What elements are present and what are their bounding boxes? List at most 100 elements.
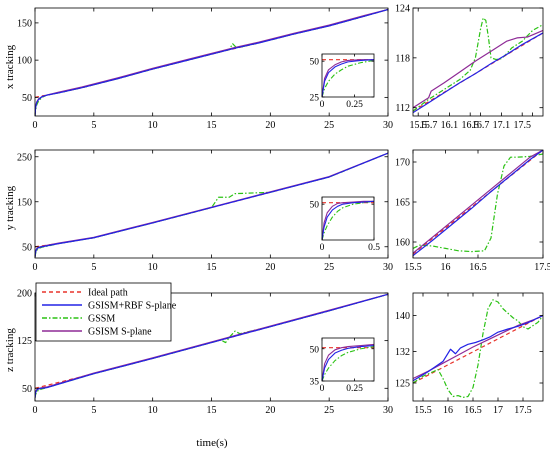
x-inset-background [322, 54, 374, 97]
z-main-ytick-label: 200 [17, 289, 32, 300]
y-zoom-line-gsism-rbf-s-plane [413, 150, 543, 257]
x-zoom-ytick-label: 112 [395, 103, 410, 114]
y-inset-ytick-label: 50 [310, 201, 320, 211]
z-main-ytick-label: 50 [22, 384, 32, 395]
z-inset-panel: 0 0.25 35 50 [310, 337, 375, 394]
x-zoom-xtick-label: 17.5 [513, 120, 531, 131]
x-main-xtick-label: 0 [33, 120, 38, 131]
y-zoom-line-gssm [413, 153, 543, 253]
legend-label-gsism: GSISM S-plane [88, 327, 152, 338]
y-inset-line-gssm [322, 200, 374, 240]
z-zoom-xtick-label: 17.5 [514, 405, 532, 416]
z-zoom-xtick-label: 16 [443, 405, 453, 416]
z-zoom-panel: 15.5 16 16.5 17 17.5 125 132 140 [395, 292, 544, 416]
y-zoom-ytick-label: 165 [395, 198, 410, 209]
z-zoom-xtick-label: 17 [493, 405, 503, 416]
x-inset-ytick-label: 25 [310, 94, 320, 104]
y-inset-frame [321, 196, 375, 241]
z-zoom-line-gsism-rbf-s-plane [413, 314, 543, 382]
y-zoom-xtick-label: 17.5 [534, 262, 550, 273]
x-zoom-line-gsism-rbf-s-plane [413, 32, 543, 114]
z-inset-ytick-label: 50 [310, 345, 320, 355]
x-main-ytick-label: 50 [22, 93, 32, 104]
z-zoom-ytick-label: 140 [395, 311, 410, 322]
x-zoom-ytick-label: 118 [395, 53, 410, 64]
z-zoom-xtick-label: 15.5 [414, 405, 432, 416]
x-inset-xtick-label: 0.25 [346, 100, 363, 110]
z-main-xtick-label: 0 [33, 405, 38, 416]
z-main-xtick-label: 30 [383, 405, 393, 416]
z-inset-xtick-label: 0.25 [346, 384, 363, 394]
x-zoom-xtick-label: 15.5 [409, 120, 427, 131]
legend-label-ideal: Ideal path [88, 288, 128, 299]
y-inset-line-gsism-s-plane [322, 200, 374, 240]
y-main-ytick-label: 250 [17, 152, 32, 163]
y-main-xtick-label: 15 [207, 262, 217, 273]
y-main-xtick-label: 10 [148, 262, 158, 273]
y-zoom-series [413, 150, 543, 257]
time-xlabel: time(s) [196, 437, 227, 449]
legend-label-gssm: GSSM [88, 314, 115, 325]
x-zoom-xtick-label: 16.5 [461, 120, 479, 131]
z-main-xtick-label: 15 [207, 405, 217, 416]
y-inset-line-gsism-rbf-s-plane [322, 200, 374, 240]
z-zoom-background [413, 293, 543, 401]
y-main-ytick-label: 150 [17, 197, 32, 208]
z-inset-ytick-label: 35 [310, 378, 320, 388]
z-main-xtick-label: 5 [91, 405, 96, 416]
y-main-series [35, 152, 388, 258]
z-zoom-line-ideal-path [413, 314, 543, 384]
y-main-xtick-label: 5 [91, 262, 96, 273]
x-inset-xtick-label: 0 [320, 100, 325, 110]
z-main-series [35, 293, 388, 398]
y-inset-xtick-label: 0 [320, 243, 325, 253]
x-main-xtick-label: 20 [265, 120, 275, 131]
x-main-xtick-label: 15 [207, 120, 217, 131]
x-zoom-minor-xtick-label: 15.7 [420, 120, 438, 131]
x-zoom-ytick-label: 124 [395, 4, 410, 15]
x-main-series [35, 8, 388, 116]
y-main-xtick-label: 20 [265, 262, 275, 273]
x-zoom-minor-xtick-label: 17.1 [493, 120, 511, 131]
x-main-xtick-label: 25 [324, 120, 334, 131]
x-inset-series [322, 59, 374, 97]
z-inset-frame [321, 337, 375, 382]
y-main-ytick-label: 50 [22, 242, 32, 253]
x-inset-ytick-label: 50 [310, 58, 320, 68]
z-main-xtick-label: 20 [265, 405, 275, 416]
x-main-xtick-label: 10 [148, 120, 158, 131]
x-zoom-background [413, 8, 543, 116]
x-main-xtick-label: 30 [383, 120, 393, 131]
y-inset-background [322, 197, 374, 240]
z-main-line-gsism-rbf-s-plane [35, 293, 388, 398]
z-zoom-ytick-label: 125 [395, 379, 410, 390]
x-main-line-gsism-rbf-s-plane [35, 8, 388, 116]
x-zoom-line-gsism-s-plane [413, 29, 543, 109]
z-main-xtick-label: 10 [148, 405, 158, 416]
y-zoom-ytick-label: 170 [395, 158, 410, 169]
y-zoom-xtick-label: 15.5 [404, 262, 422, 273]
z-zoom-xtick-label: 16.5 [464, 405, 482, 416]
y-zoom-background [413, 150, 543, 258]
x-zoom-line-gssm [413, 17, 543, 112]
x-zoom-panel: 15.5 16.5 17.5 15.7 16.1 16.7 17.1 112 118 124 [395, 4, 544, 131]
z-inset-line-gsism-s-plane [322, 343, 374, 381]
x-inset-panel: 0 0.25 25 50 [310, 53, 375, 110]
z-inset-xtick-label: 0 [320, 384, 325, 394]
z-zoom-ytick-label: 132 [395, 347, 410, 358]
y-zoom-xtick-label: 16 [441, 262, 451, 273]
x-main-ytick-label: 100 [17, 56, 32, 67]
z-zoom-line-gssm [413, 299, 543, 398]
y-zoom-ytick-label: 160 [395, 238, 410, 249]
x-inset-line-gssm [322, 59, 374, 97]
x-inset-line-gsism-s-plane [322, 59, 374, 97]
x-tracking-ylabel: x tracking [4, 44, 16, 89]
z-zoom-frame [412, 292, 544, 402]
y-zoom-panel: 15.5 16 16.5 17.5 160 165 170 [395, 149, 550, 273]
y-zoom-line-gsism-s-plane [413, 150, 543, 254]
z-zoom-series [413, 299, 543, 398]
y-inset-panel: 0 0.5 50 [310, 196, 380, 253]
y-tracking-ylabel: y tracking [4, 185, 16, 230]
z-inset-series [322, 343, 374, 381]
x-zoom-minor-xtick-label: 16.1 [441, 120, 459, 131]
